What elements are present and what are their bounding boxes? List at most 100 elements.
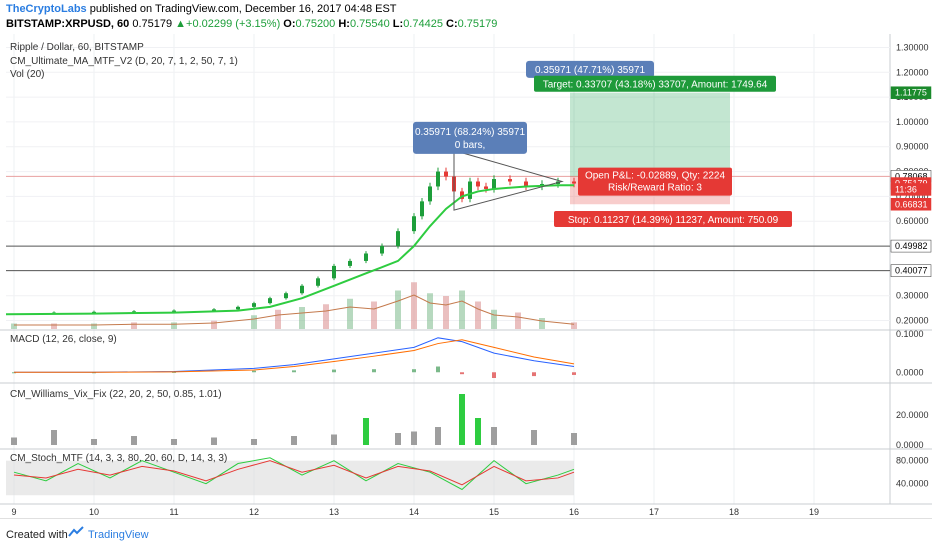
stoch-k-line [13,457,575,491]
stoch-d-line [13,460,575,486]
stoch-title: CM_Stoch_MTF (14, 3, 3, 80, 20, 60, D, 1… [10,453,227,464]
volume-bar-6 [251,315,257,329]
candle-body-28 [508,179,512,182]
candle-body-3 [132,311,136,313]
candle-body-4 [172,310,176,312]
vix-bar-15 [491,427,497,445]
time-tick-3: 12 [249,507,259,517]
created-with-text: Created with [6,529,68,541]
candle-body-32 [572,181,576,184]
price-label-box-5 [890,239,932,253]
vix-tick-0: 20.0000 [896,410,929,420]
vix-bar-14 [475,418,481,445]
price-tick-7: 0.60000 [896,216,929,226]
volume-bar-7 [275,309,281,329]
macd-hist-4 [292,370,296,373]
candle-body-24 [468,181,472,199]
candle-body-13 [348,260,352,266]
candle-body-23 [460,191,464,199]
vix-bar-0 [11,437,17,445]
vix-bar-8 [331,434,337,445]
chart-background [0,34,932,518]
macd-hist-8 [436,366,440,373]
stop-box [554,211,792,228]
high-value: 0.75540 [349,18,390,30]
macd-hist-7 [412,369,416,373]
volume-bar-17 [475,301,481,329]
candle-body-12 [332,265,336,279]
vix-bar-9 [363,418,369,445]
candle-body-20 [436,171,440,187]
stoch-tick-0: 80.0000 [896,456,929,466]
open-value: 0.75200 [295,18,336,30]
footer: Created with TradingView [0,518,932,551]
indicator-legend-0: CM_Ultimate_MA_MTF_V2 (D, 20, 7, 1, 2, 5… [10,56,238,67]
vix-bar-11 [411,431,417,445]
vix-bar-5 [211,437,217,445]
low-value: 0.74425 [403,18,443,30]
time-tick-5: 14 [409,507,419,517]
position-top-box [526,60,654,78]
indicator-legend-1: Vol (20) [10,69,44,80]
vix-bar-13 [459,394,465,445]
ohlc-line: BITSTAMP:XRPUSD, 60 0.75179 ▲+0.02299 (+… [6,18,497,30]
time-tick-7: 16 [569,507,579,517]
volume-bar-14 [427,293,433,329]
candle-body-10 [300,285,304,294]
close-label: C: [446,18,458,30]
volume-bar-5 [211,320,217,329]
chart-canvas[interactable]: 1.300001.200001.100001.000000.900000.800… [0,34,932,518]
candle-body-5 [212,309,216,311]
candle-body-19 [428,186,432,202]
price-tick-0: 1.30000 [896,42,929,52]
vix-bar-12 [435,427,441,445]
tradingview-link[interactable]: TradingView [88,529,149,541]
macd-tick-0: 0.1000 [896,329,924,339]
volume-bar-8 [299,307,305,329]
price-label-4: 0.66831 [895,199,928,209]
time-tick-8: 17 [649,507,659,517]
candle-body-18 [420,201,424,217]
vix-bar-2 [91,439,97,445]
time-tick-6: 15 [489,507,499,517]
target-zone [570,92,730,177]
last-price: 0.75179 [132,18,173,30]
volume-bar-12 [395,290,401,329]
vix-bar-16 [531,430,537,445]
volume-bar-10 [347,298,353,329]
price-label-box-4 [890,198,932,211]
open-pnl-box [578,167,732,196]
chart-title: Ripple / Dollar, 60, BITSTAMP [10,42,144,53]
author-link[interactable]: TheCryptoLabs [6,3,87,15]
macd-signal-line [14,339,575,373]
vix-bar-6 [251,439,257,445]
volume-bar-9 [323,304,329,329]
open-pnl-text-1: Risk/Reward Ratio: 3 [608,183,702,194]
low-label: L: [392,18,404,30]
macd-hist-11 [532,372,536,377]
candle-body-26 [484,186,488,189]
measure-box [413,121,527,154]
volume-bar-4 [171,322,177,329]
vix-bar-17 [571,433,577,445]
price-label-box-6 [890,264,932,277]
vix-bar-7 [291,436,297,445]
candle-body-6 [236,306,240,310]
time-tick-0: 9 [11,507,16,517]
price-tick-4: 0.90000 [896,142,929,152]
position-top-text: 0.35971 (47.71%) 35971 [535,65,646,76]
macd-hist-12 [572,372,576,375]
price-tick-11: 0.20000 [896,316,929,326]
candle-body-8 [268,298,272,304]
candle-body-11 [316,278,320,286]
candle-body-25 [476,181,480,187]
volume-bar-19 [515,312,521,329]
candle-body-21 [444,171,448,177]
macd-hist-3 [252,370,256,373]
price-tick-1: 1.20000 [896,67,929,77]
macd-hist-5 [332,369,336,373]
time-tick-10: 19 [809,507,819,517]
price-label-box-0 [890,86,932,99]
vix-bar-3 [131,436,137,445]
open-pnl-text-0: Open P&L: -0.02889, Qty: 2224 [585,171,726,182]
